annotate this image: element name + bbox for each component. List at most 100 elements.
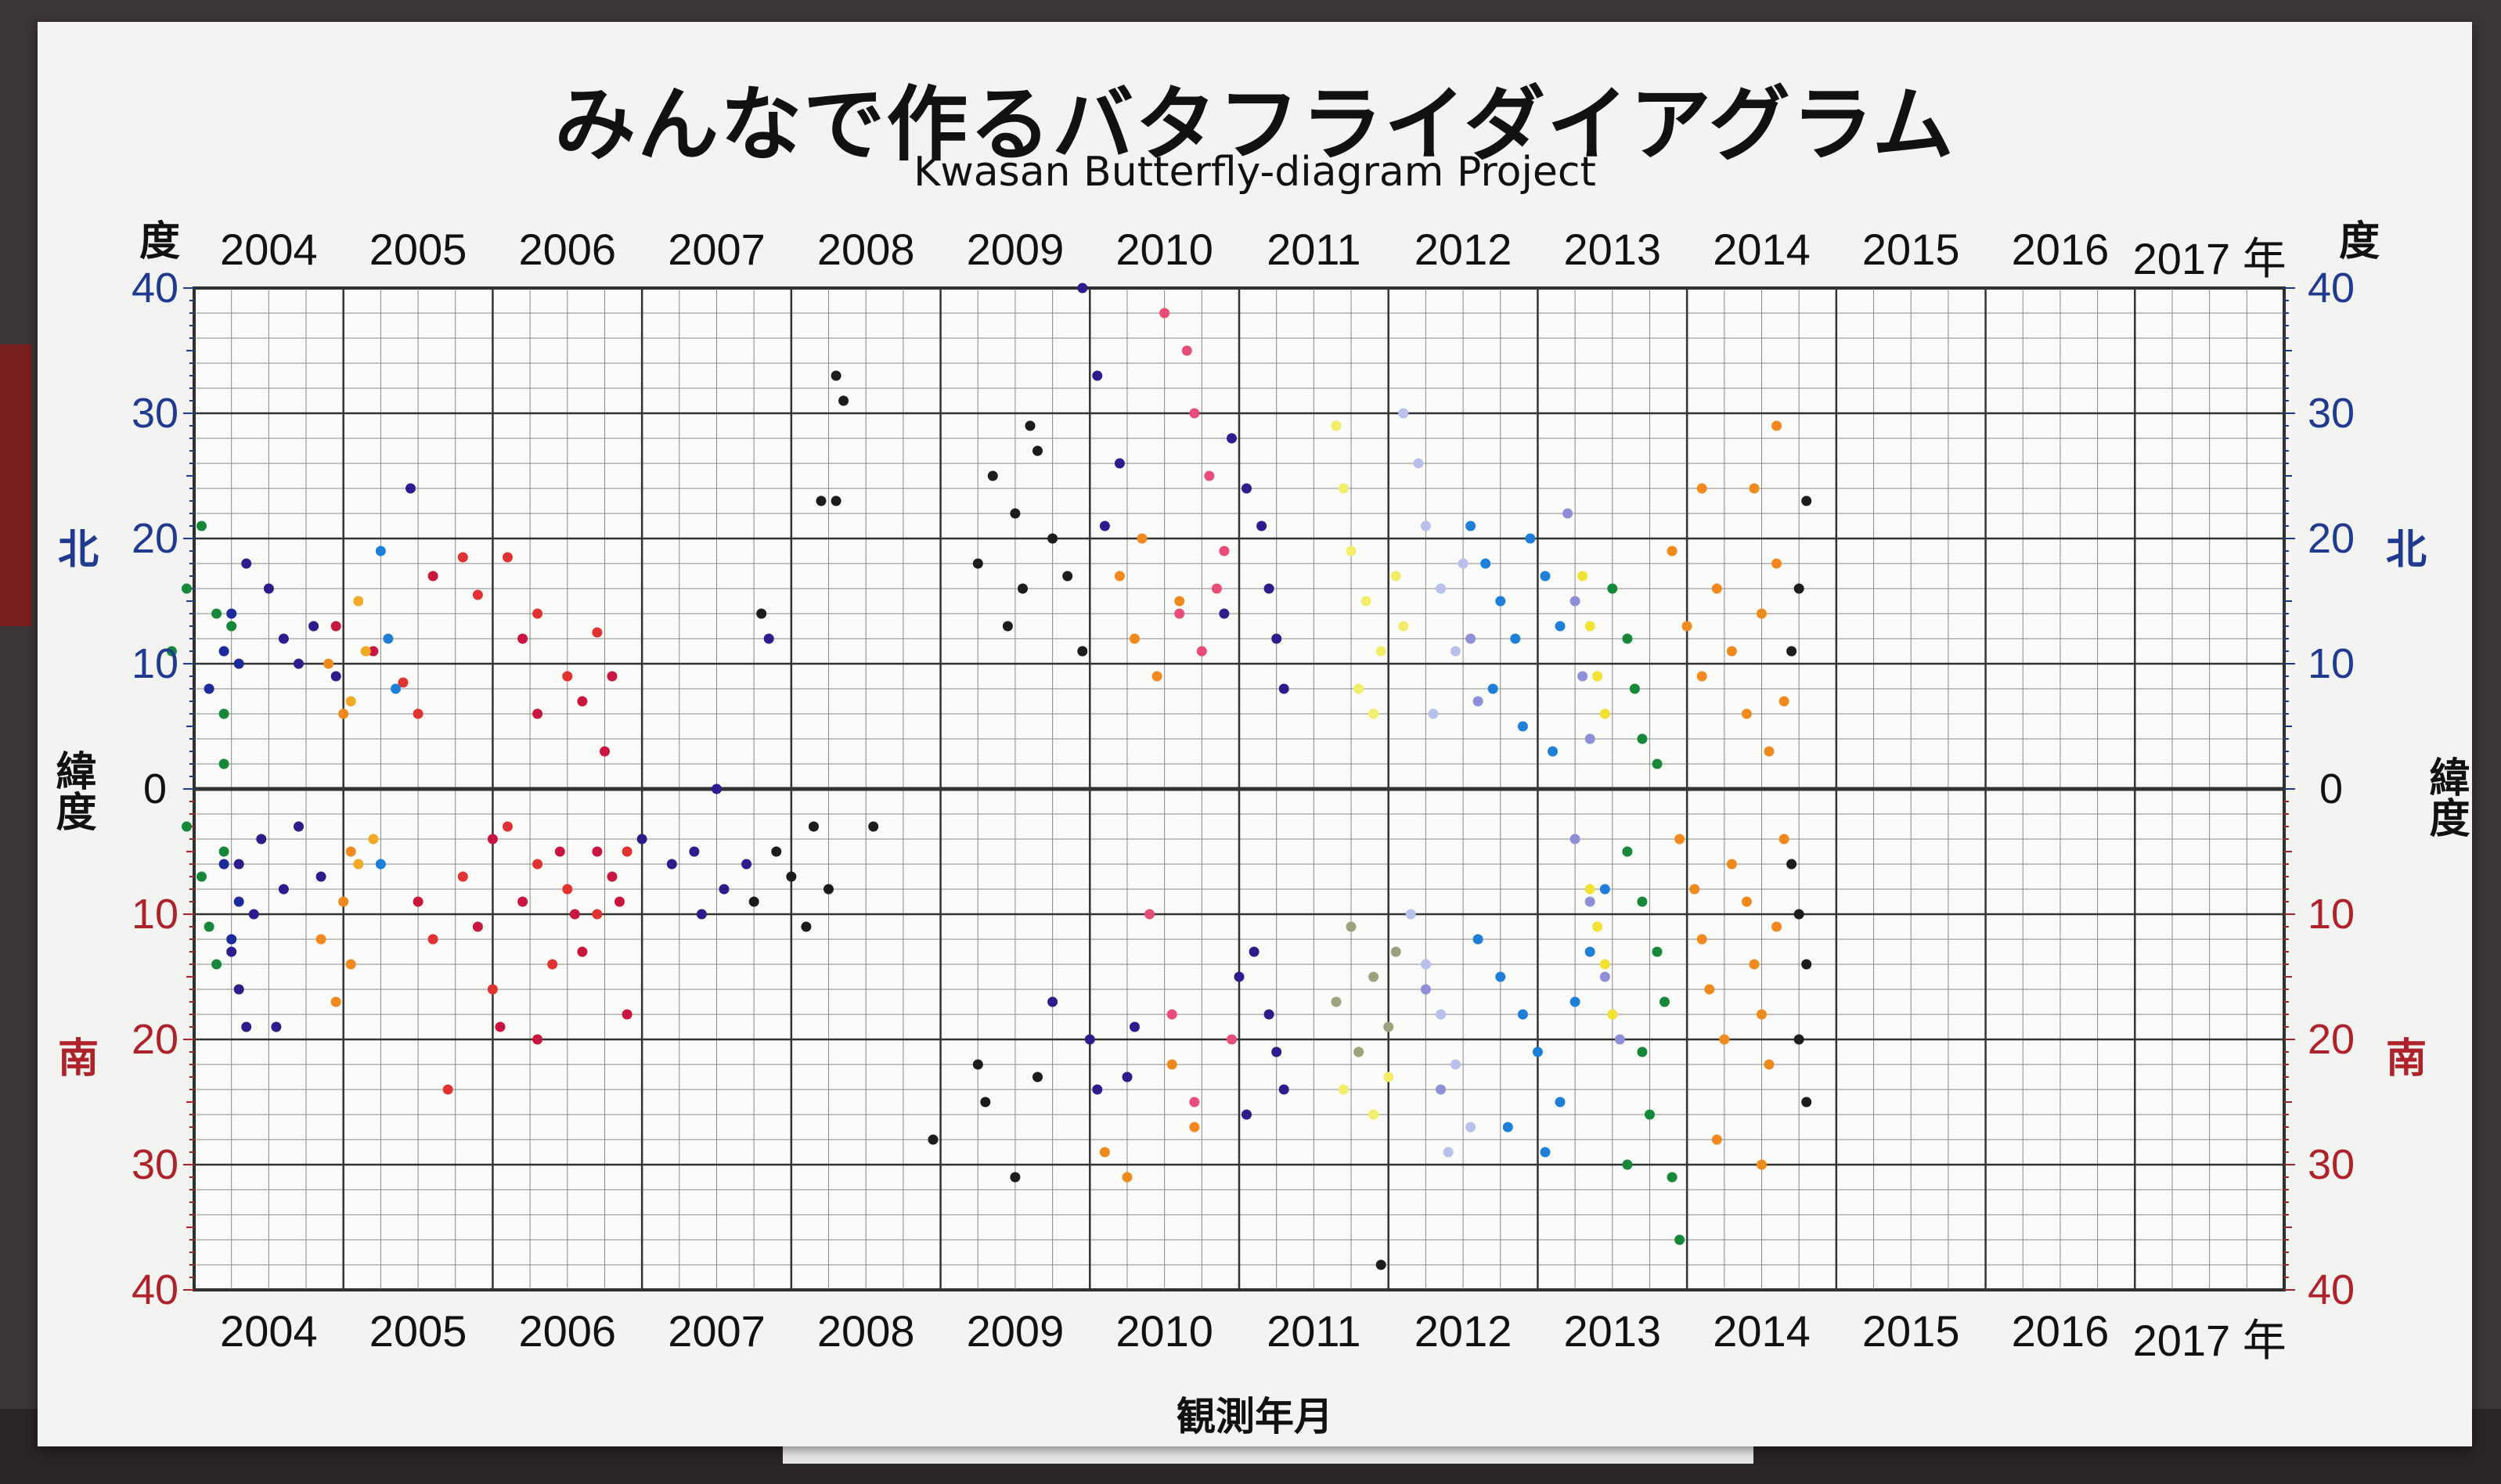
sunspot-point: [1331, 420, 1342, 431]
sunspot-point: [204, 683, 214, 694]
sunspot-point: [360, 646, 371, 657]
sunspot-point: [1652, 758, 1663, 769]
sunspot-point: [1398, 408, 1409, 419]
year-label-bottom: 2016: [2011, 1306, 2110, 1356]
sunspot-point: [1428, 708, 1439, 719]
sunspot-point: [1555, 1097, 1566, 1108]
sunspot-point: [405, 483, 416, 494]
sunspot-point: [1569, 834, 1580, 845]
sunspot-point: [1472, 934, 1483, 945]
sunspot-point: [457, 871, 468, 882]
sunspot-point: [1420, 520, 1431, 531]
year-label-top: 2010: [1115, 225, 1213, 274]
sunspot-point: [1614, 1034, 1625, 1045]
sunspot-point: [838, 395, 849, 406]
sunspot-point: [182, 821, 192, 832]
sunspot-point: [1077, 646, 1088, 657]
sunspot-point: [1584, 884, 1595, 895]
sunspot-point: [308, 621, 319, 632]
sunspot-point: [756, 608, 767, 619]
sunspot-point: [1271, 1046, 1282, 1057]
sunspot-point: [980, 1097, 991, 1108]
sunspot-point: [278, 884, 289, 895]
sunspot-point: [1704, 984, 1715, 995]
latitude-tick-right-south: 20: [2307, 1016, 2355, 1063]
sunspot-point: [1622, 846, 1633, 857]
sunspot-point: [1451, 646, 1461, 657]
sunspot-point: [248, 909, 259, 920]
sunspot-point: [1219, 546, 1230, 556]
sunspot-point: [831, 370, 841, 381]
sunspot-point: [622, 1009, 632, 1020]
sunspot-point: [368, 834, 379, 845]
sunspot-point: [1577, 571, 1588, 582]
sunspot-point: [1196, 646, 1207, 657]
sunspot-point: [1629, 683, 1640, 694]
south-label-right: 南: [2386, 1036, 2427, 1082]
sunspot-point: [1122, 1172, 1133, 1183]
latitude-tick-left-zero: 0: [142, 765, 168, 812]
sunspot-point: [1487, 683, 1498, 694]
sunspot-point: [1189, 1122, 1200, 1133]
sunspot-point: [1674, 834, 1685, 845]
sunspot-point: [1696, 934, 1707, 945]
year-label-top: 2015: [1861, 225, 1960, 274]
sunspot-point: [1472, 696, 1483, 707]
sunspot-point: [1263, 583, 1274, 594]
sunspot-point: [1383, 1072, 1394, 1082]
sunspot-point: [532, 608, 543, 619]
sunspot-point: [1420, 959, 1431, 970]
year-label-top: 2014: [1713, 225, 1811, 274]
degree-label-right: 度: [2339, 218, 2380, 265]
sunspot-point: [1256, 520, 1267, 531]
sunspot-point: [607, 671, 618, 682]
sunspot-point: [1375, 1259, 1386, 1270]
year-label-bottom: 2015: [1861, 1306, 1960, 1356]
sunspot-point: [1339, 1084, 1349, 1095]
sunspot-point: [831, 495, 841, 506]
sunspot-point: [196, 871, 207, 882]
sunspot-point: [1689, 884, 1700, 895]
sunspot-point: [1375, 646, 1386, 657]
sunspot-point: [689, 846, 700, 857]
sunspot-point: [1793, 909, 1804, 920]
sunspot-point: [592, 627, 603, 638]
sunspot-point: [868, 821, 879, 832]
sunspot-point: [1451, 1059, 1461, 1070]
year-label-top: 2007: [668, 225, 766, 274]
sunspot-point: [353, 859, 364, 870]
sunspot-point: [1271, 633, 1282, 644]
sunspot-point: [1339, 483, 1349, 494]
title-japanese: みんなで作るバタフライダイアグラム: [554, 77, 1955, 172]
sunspot-point: [614, 896, 625, 907]
year-label-bottom: 2008: [816, 1306, 915, 1356]
sunspot-point: [607, 871, 618, 882]
sunspot-point: [1263, 1009, 1274, 1020]
sunspot-point: [1637, 1046, 1648, 1057]
sunspot-point: [1599, 708, 1610, 719]
sunspot-point: [1234, 971, 1245, 982]
latitude-tick-right-north: 20: [2307, 515, 2355, 562]
sunspot-point: [211, 608, 222, 619]
sunspot-point: [503, 552, 513, 563]
sunspot-point: [1749, 483, 1760, 494]
sunspot-point: [1696, 483, 1707, 494]
sunspot-point: [972, 1059, 983, 1070]
sunspot-point: [741, 859, 752, 870]
south-label-left: 南: [58, 1036, 99, 1082]
latitude-tick-right-south: 40: [2307, 1266, 2355, 1313]
sunspot-point: [375, 859, 386, 870]
sunspot-point: [1741, 896, 1752, 907]
sunspot-point: [748, 896, 759, 907]
sunspot-point: [1801, 959, 1812, 970]
sunspot-point: [1166, 1059, 1177, 1070]
sunspot-point: [1532, 1046, 1543, 1057]
sunspot-point: [1726, 646, 1737, 657]
sunspot-point: [1174, 608, 1185, 619]
sunspot-point: [1018, 583, 1028, 594]
sunspot-point: [1360, 596, 1371, 607]
year-label-bottom: 2014: [1713, 1306, 1811, 1356]
year-label-bottom: 2006: [518, 1306, 617, 1356]
sunspot-point: [182, 583, 192, 594]
sunspot-point: [1711, 583, 1722, 594]
